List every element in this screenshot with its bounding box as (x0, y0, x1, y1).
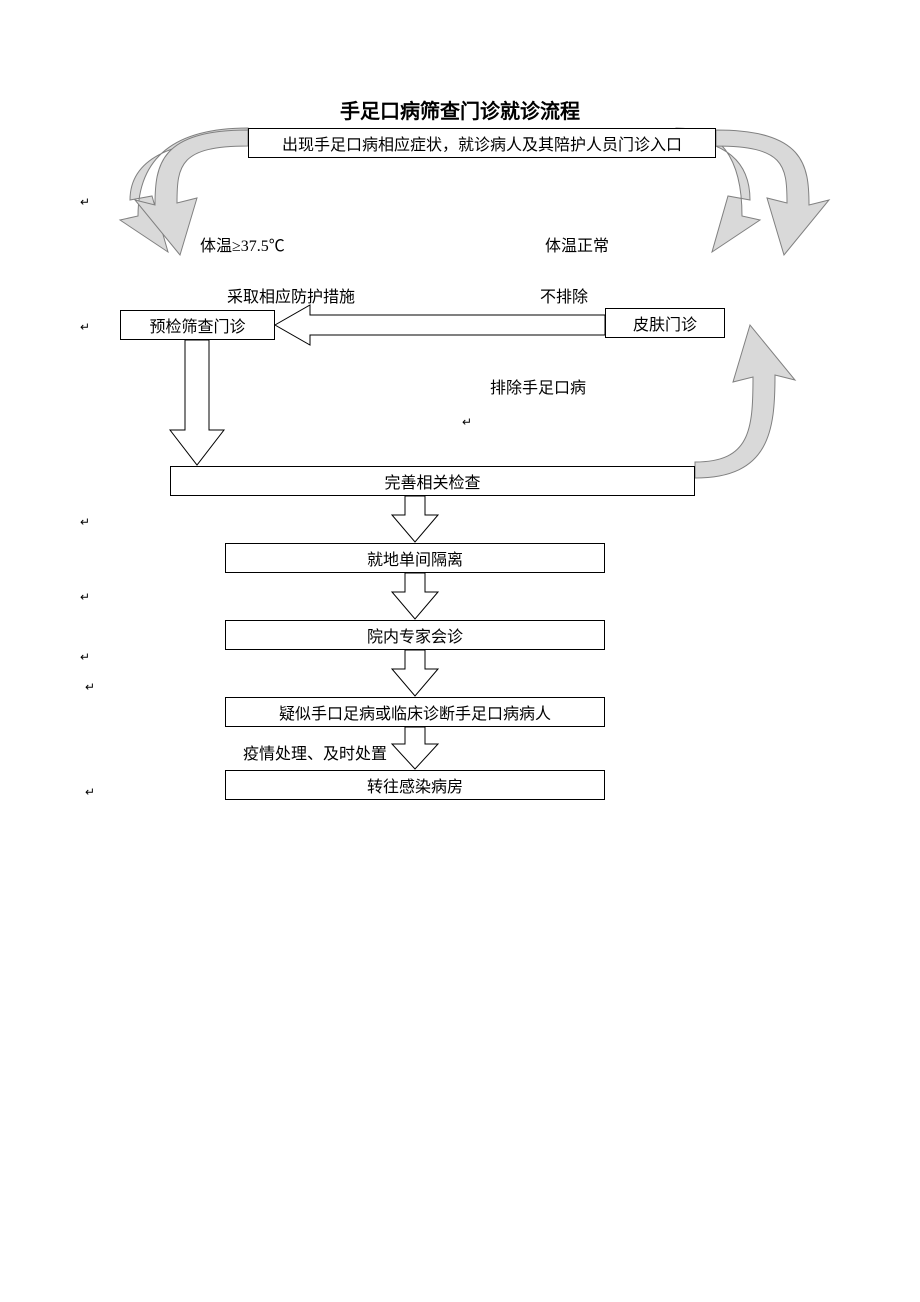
label-not-exclude: 不排除 (540, 283, 588, 307)
block-arrow-skin-to-precheck (275, 305, 605, 345)
para-mark: ↵ (85, 785, 95, 800)
para-mark: ↵ (80, 515, 90, 530)
flowchart-title: 手足口病筛查门诊就诊流程 (230, 95, 690, 124)
label-handle: 疫情处理、及时处置 (243, 740, 387, 764)
node-skin: 皮肤门诊 (605, 308, 725, 338)
arrows-layer (0, 0, 920, 1302)
node-isolate: 就地单间隔离 (225, 543, 605, 573)
flowchart-canvas: 手足口病筛查门诊就诊流程 出现手足口病相应症状，就诊病人及其陪护人员门诊入口 预… (0, 0, 920, 1302)
arc-examine-to-skin (695, 325, 795, 478)
para-mark: ↵ (80, 650, 90, 665)
para-mark: ↵ (462, 415, 472, 430)
arc-right (716, 130, 810, 255)
label-temp-normal: 体温正常 (545, 232, 609, 256)
node-transfer: 转往感染病房 (225, 770, 605, 800)
label-exclude: 排除手足口病 (490, 374, 586, 398)
para-mark: ↵ (85, 680, 95, 695)
node-diagnose: 疑似手口足病或临床诊断手足口病病人 (225, 697, 605, 727)
label-temp-high: 体温≥37.5℃ (200, 232, 285, 256)
node-examine: 完善相关检查 (170, 466, 695, 496)
block-arrow-diagnose-transfer (392, 727, 438, 769)
block-arrow-isolate-consult (392, 573, 438, 619)
arc-top-right (716, 130, 829, 255)
para-mark: ↵ (80, 195, 90, 210)
para-mark: ↵ (80, 590, 90, 605)
para-mark: ↵ (80, 320, 90, 335)
node-precheck: 预检筛查门诊 (120, 310, 275, 340)
node-consult: 院内专家会诊 (225, 620, 605, 650)
block-arrow-precheck-down (170, 340, 224, 465)
node-start: 出现手足口病相应症状，就诊病人及其陪护人员门诊入口 (248, 128, 716, 158)
block-arrow-examine-isolate (392, 496, 438, 542)
label-protect: 采取相应防护措施 (227, 283, 355, 307)
block-arrow-consult-diagnose (392, 650, 438, 696)
